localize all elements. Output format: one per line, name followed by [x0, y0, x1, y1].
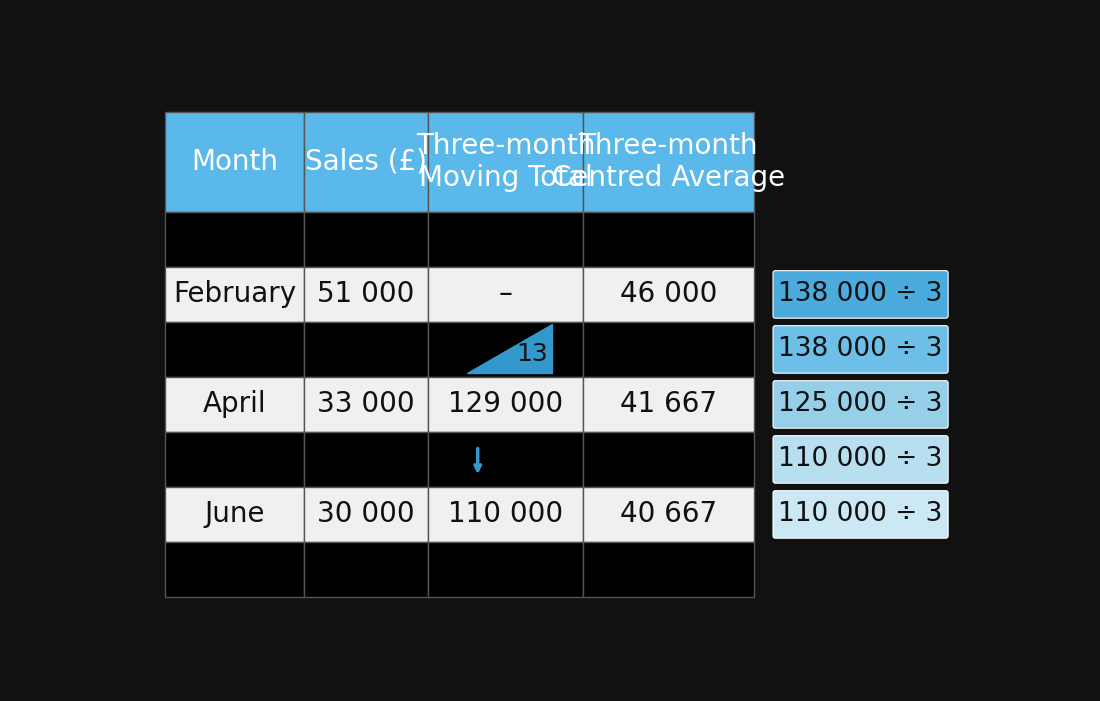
Text: Sales (£): Sales (£) [305, 148, 427, 176]
Bar [304, 432, 428, 487]
Bar [165, 112, 304, 212]
Bar [304, 267, 428, 322]
Bar [304, 487, 428, 542]
Text: 51 000: 51 000 [318, 280, 415, 308]
Text: 110 000 ÷ 3: 110 000 ÷ 3 [779, 501, 943, 527]
Bar [165, 542, 304, 597]
Bar [165, 377, 304, 432]
Text: 129 000: 129 000 [448, 390, 563, 418]
Bar [583, 377, 754, 432]
Text: 41 667: 41 667 [620, 390, 717, 418]
Text: –: – [498, 280, 513, 308]
Text: 138 000 ÷ 3: 138 000 ÷ 3 [779, 281, 943, 308]
Text: 30 000: 30 000 [317, 501, 415, 529]
Text: Three-month
Centred Average: Three-month Centred Average [552, 132, 785, 192]
Bar [583, 487, 754, 542]
Bar [165, 487, 304, 542]
Bar [428, 432, 583, 487]
Bar [428, 267, 583, 322]
Text: 33 000: 33 000 [317, 390, 415, 418]
Bar [428, 322, 583, 377]
FancyBboxPatch shape [773, 381, 948, 428]
Bar [583, 112, 754, 212]
Bar [583, 322, 754, 377]
Bar [304, 112, 428, 212]
Text: 40 667: 40 667 [619, 501, 717, 529]
Bar [583, 542, 754, 597]
Bar [583, 212, 754, 267]
Text: 125 000 ÷ 3: 125 000 ÷ 3 [779, 391, 943, 417]
Bar [304, 212, 428, 267]
Bar [428, 487, 583, 542]
Bar [428, 212, 583, 267]
FancyBboxPatch shape [773, 271, 948, 318]
Bar [583, 267, 754, 322]
Bar [428, 542, 583, 597]
Bar [165, 267, 304, 322]
Text: Three-month
Moving Total: Three-month Moving Total [416, 132, 595, 192]
Text: February: February [173, 280, 296, 308]
FancyBboxPatch shape [773, 436, 948, 483]
Text: Month: Month [191, 148, 278, 176]
Text: 46 000: 46 000 [619, 280, 717, 308]
Bar [304, 322, 428, 377]
Bar [428, 112, 583, 212]
FancyBboxPatch shape [773, 491, 948, 538]
Bar [583, 432, 754, 487]
Text: 13: 13 [517, 342, 548, 367]
Bar [165, 432, 304, 487]
Bar [165, 212, 304, 267]
Text: April: April [202, 390, 266, 418]
Text: 138 000 ÷ 3: 138 000 ÷ 3 [779, 336, 943, 362]
Text: 110 000 ÷ 3: 110 000 ÷ 3 [779, 447, 943, 472]
FancyBboxPatch shape [773, 326, 948, 373]
Bar [165, 322, 304, 377]
Text: 110 000: 110 000 [448, 501, 563, 529]
Polygon shape [466, 324, 552, 373]
Bar [428, 377, 583, 432]
Bar [304, 542, 428, 597]
Text: June: June [205, 501, 265, 529]
Bar [304, 377, 428, 432]
